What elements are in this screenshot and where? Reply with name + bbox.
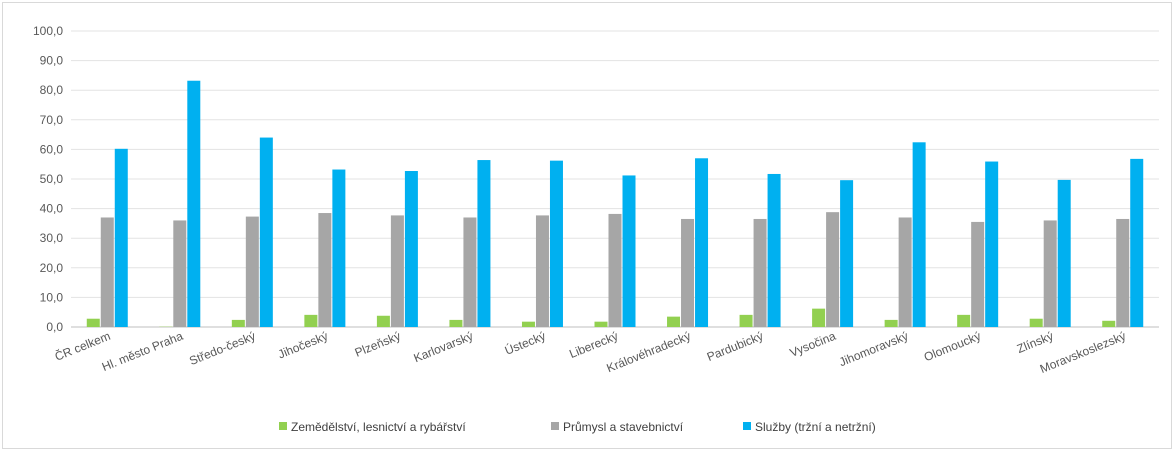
- x-category-label: Vysočina: [788, 329, 838, 360]
- bar: [245, 216, 259, 327]
- bar: [884, 319, 898, 327]
- bar: [173, 220, 187, 327]
- y-tick-label: 20,0: [40, 261, 64, 275]
- bar: [739, 314, 753, 327]
- bar: [681, 218, 695, 327]
- y-tick-label: 10,0: [40, 290, 64, 304]
- x-category-label: Středo-český: [187, 329, 257, 368]
- bars: [86, 80, 1144, 327]
- legend-swatch: [743, 422, 751, 430]
- y-tick-label: 80,0: [40, 83, 64, 97]
- x-category-label: Pardubický: [705, 329, 765, 364]
- bar: [1130, 158, 1144, 327]
- bar: [1102, 320, 1116, 327]
- bar: [1029, 318, 1043, 327]
- bar: [187, 80, 201, 327]
- chart-svg: 0,0 10,0 20,0 30,0 40,0 50,0 60,0 70,0 80,0 90,0 1…: [33, 24, 1159, 434]
- x-category-label: Plzeňský: [353, 329, 403, 360]
- legend-swatch: [551, 422, 559, 430]
- x-category-label: Karlovarský: [412, 329, 475, 365]
- bar: [957, 314, 971, 327]
- bar: [259, 137, 273, 327]
- x-category-label: Hl. město Praha: [100, 329, 185, 374]
- y-tick-label: 0,0: [46, 320, 63, 334]
- bar: [1057, 179, 1071, 327]
- bar: [594, 321, 608, 327]
- legend-label: Průmysl a stavebnictví: [563, 420, 684, 434]
- bar: [1116, 218, 1130, 327]
- bar: [332, 169, 346, 327]
- bar: [1043, 220, 1057, 327]
- bar: [812, 308, 826, 327]
- legend-label: Zemědělství, lesnictví a rybářství: [291, 420, 466, 434]
- x-category-label: Jihočeský: [276, 329, 330, 362]
- y-tick-label: 60,0: [40, 142, 64, 156]
- y-tick-label: 100,0: [33, 24, 63, 38]
- x-category-label: Královéhradecký: [605, 329, 693, 375]
- legend-swatch: [279, 422, 287, 430]
- y-tick-label: 50,0: [40, 172, 64, 186]
- legend-label: Služby (tržní a netržní): [755, 420, 876, 434]
- bar: [912, 142, 926, 327]
- bar: [767, 173, 781, 327]
- bar: [86, 318, 100, 327]
- bar: [695, 158, 709, 327]
- y-tick-label: 40,0: [40, 202, 64, 216]
- bar: [535, 215, 549, 327]
- bar: [667, 316, 681, 327]
- bar: [114, 148, 128, 327]
- bar: [477, 160, 491, 327]
- x-category-label: Ústecký: [502, 328, 547, 358]
- bar: [826, 212, 840, 327]
- x-category-label: Jihomoravský: [837, 329, 910, 369]
- y-axis-ticks: 0,0 10,0 20,0 30,0 40,0 50,0 60,0 70,0 80,0 90,0 1…: [33, 24, 63, 334]
- bar: [318, 213, 332, 327]
- x-category-label: Olomoucký: [922, 329, 983, 364]
- bar: [521, 321, 535, 327]
- y-tick-label: 70,0: [40, 113, 64, 127]
- bar: [463, 217, 477, 327]
- y-tick-label: 30,0: [40, 231, 64, 245]
- bar: [304, 314, 318, 327]
- bar: [100, 217, 114, 327]
- x-category-label: Zlínský: [1015, 329, 1055, 356]
- bar: [753, 218, 767, 327]
- bar: [390, 215, 404, 327]
- x-category-label: Liberecký: [567, 329, 620, 361]
- bar: [231, 319, 245, 327]
- bar: [622, 175, 636, 327]
- bar: [549, 160, 563, 327]
- bar: [985, 161, 999, 327]
- bar: [898, 217, 912, 327]
- bar: [971, 221, 985, 327]
- bar: [608, 213, 622, 327]
- legend: Zemědělství, lesnictví a rybářství Průmys…: [279, 420, 876, 434]
- bar: [840, 180, 854, 327]
- y-tick-label: 90,0: [40, 54, 64, 68]
- bar: [404, 171, 418, 327]
- bar: [449, 319, 463, 327]
- bar: [376, 315, 390, 327]
